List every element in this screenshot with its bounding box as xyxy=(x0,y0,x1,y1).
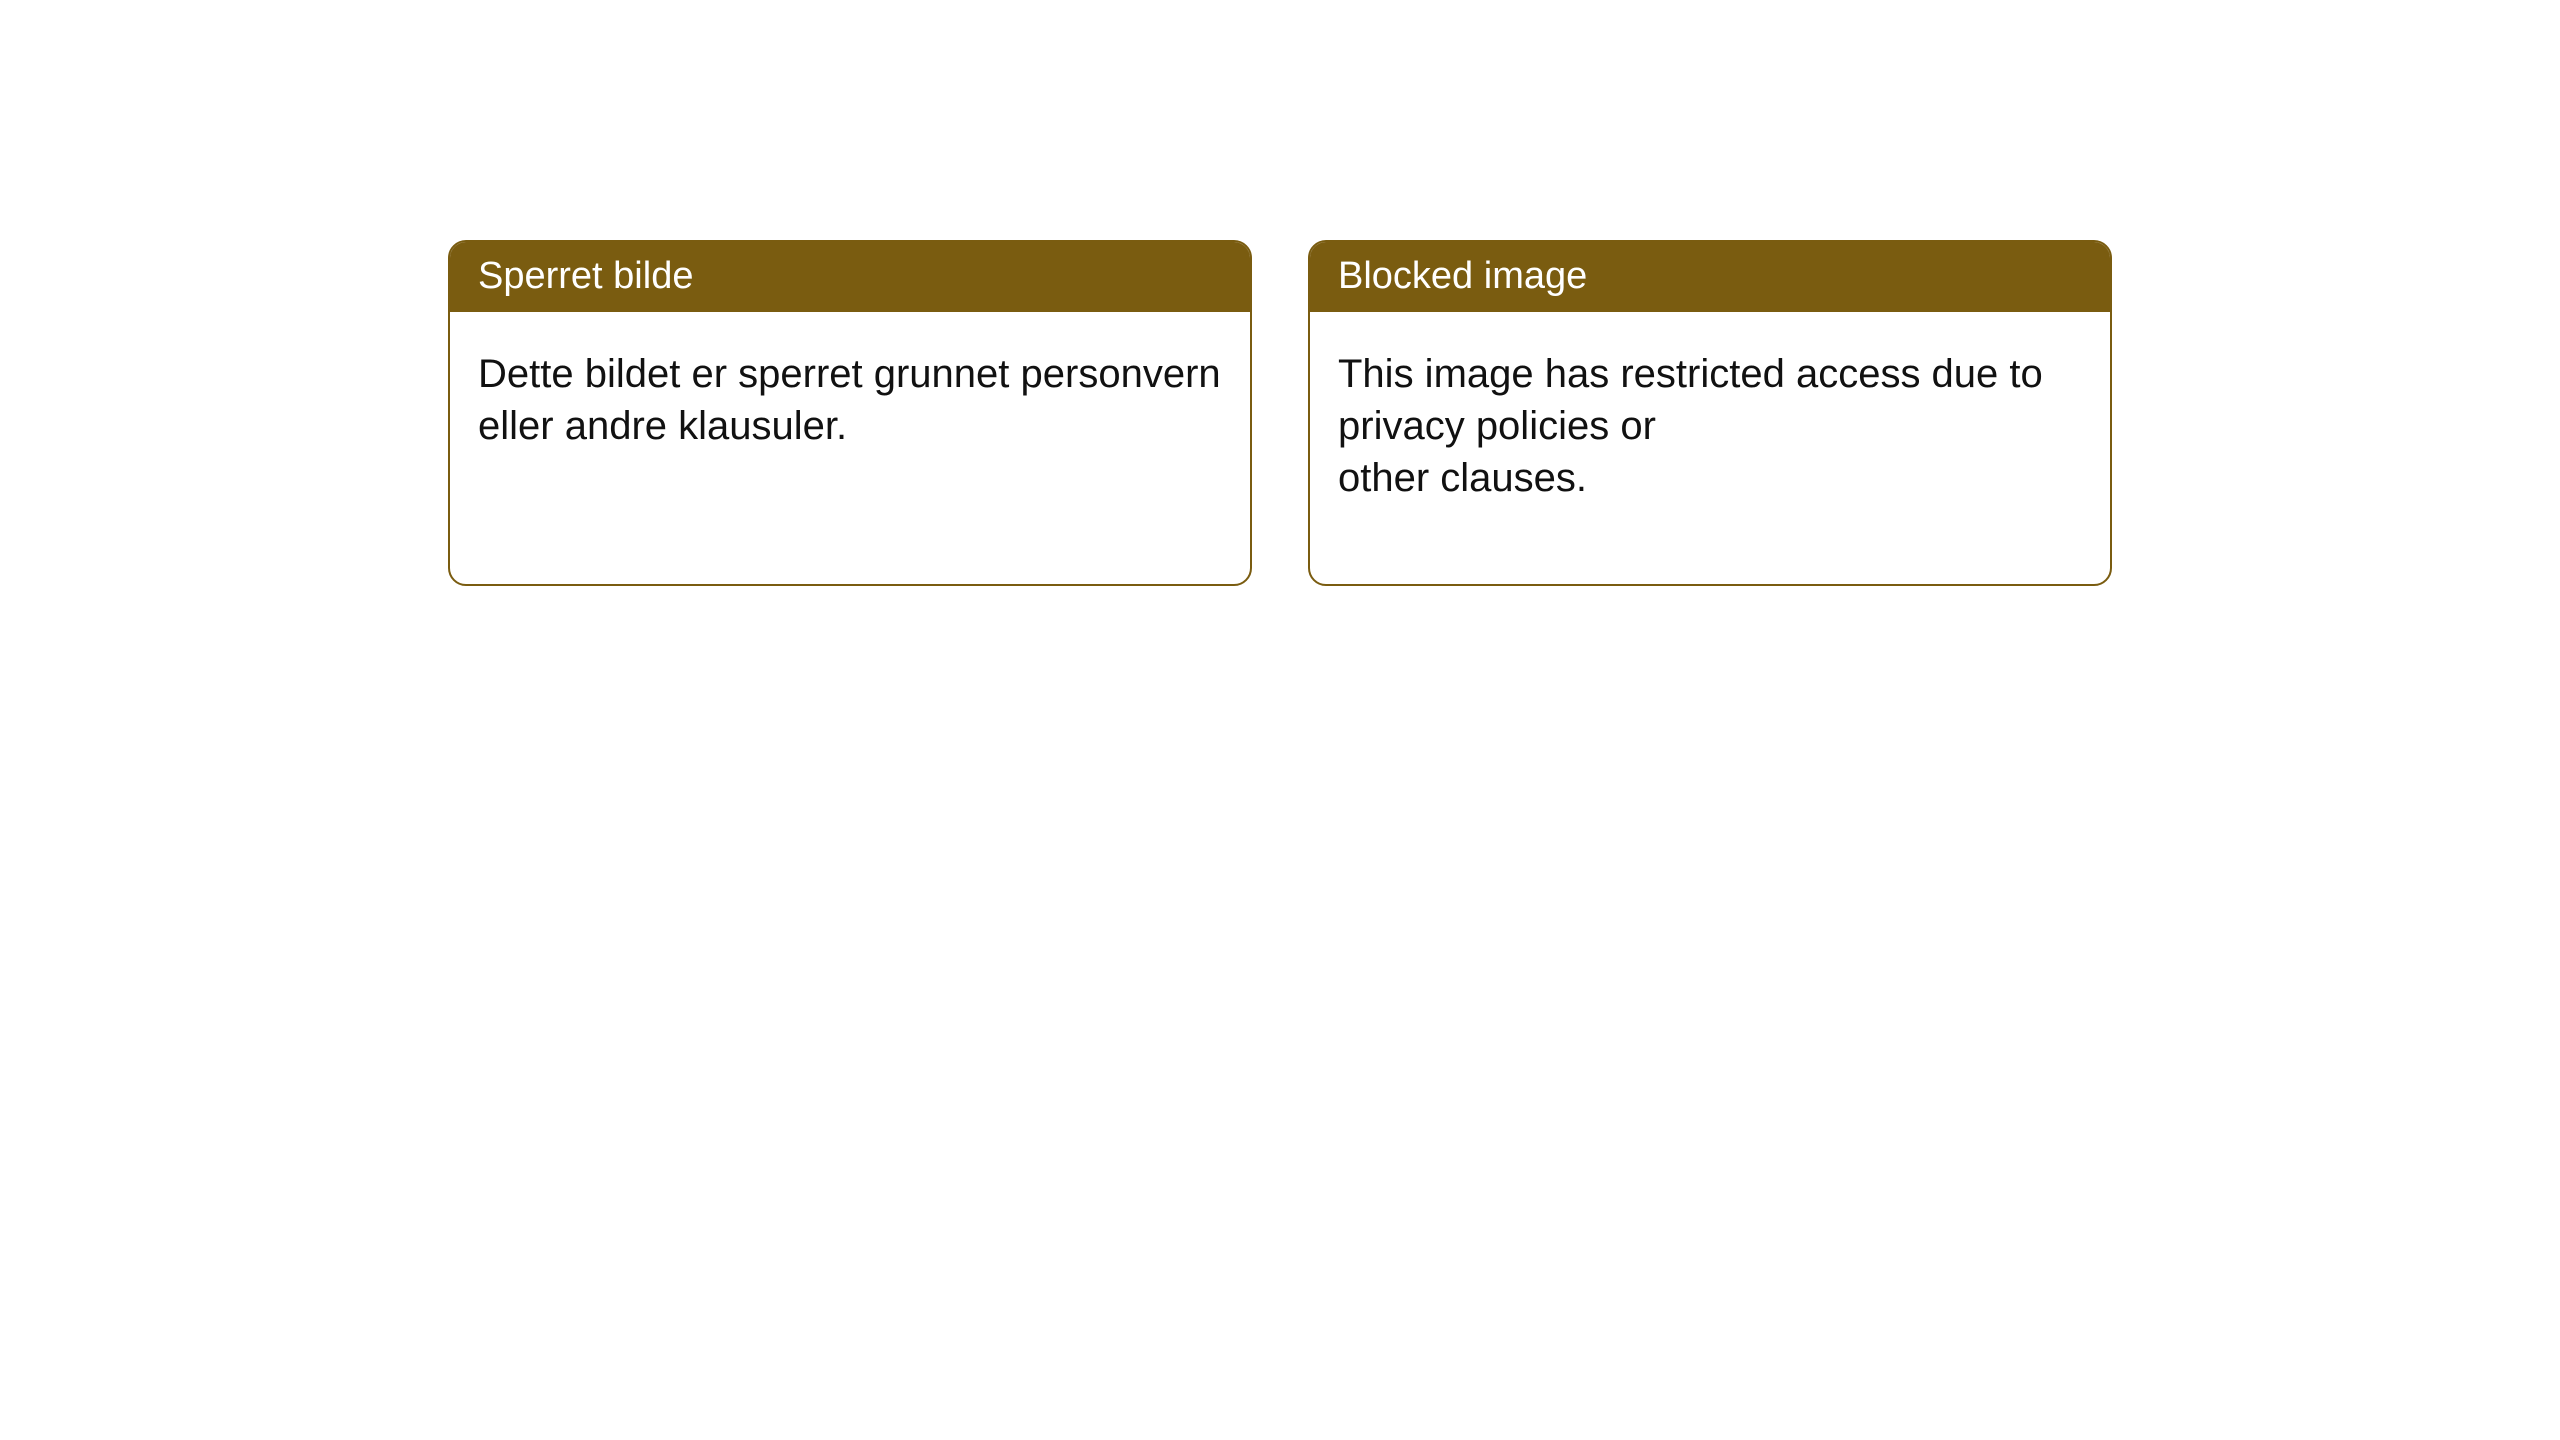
card-body-text: Dette bildet er sperret grunnet personve… xyxy=(450,312,1250,584)
notice-container: Sperret bilde Dette bildet er sperret gr… xyxy=(0,0,2560,586)
notice-card-no: Sperret bilde Dette bildet er sperret gr… xyxy=(448,240,1252,586)
card-title: Blocked image xyxy=(1310,242,2110,312)
notice-card-en: Blocked image This image has restricted … xyxy=(1308,240,2112,586)
card-title: Sperret bilde xyxy=(450,242,1250,312)
card-body-text: This image has restricted access due to … xyxy=(1310,312,2110,584)
